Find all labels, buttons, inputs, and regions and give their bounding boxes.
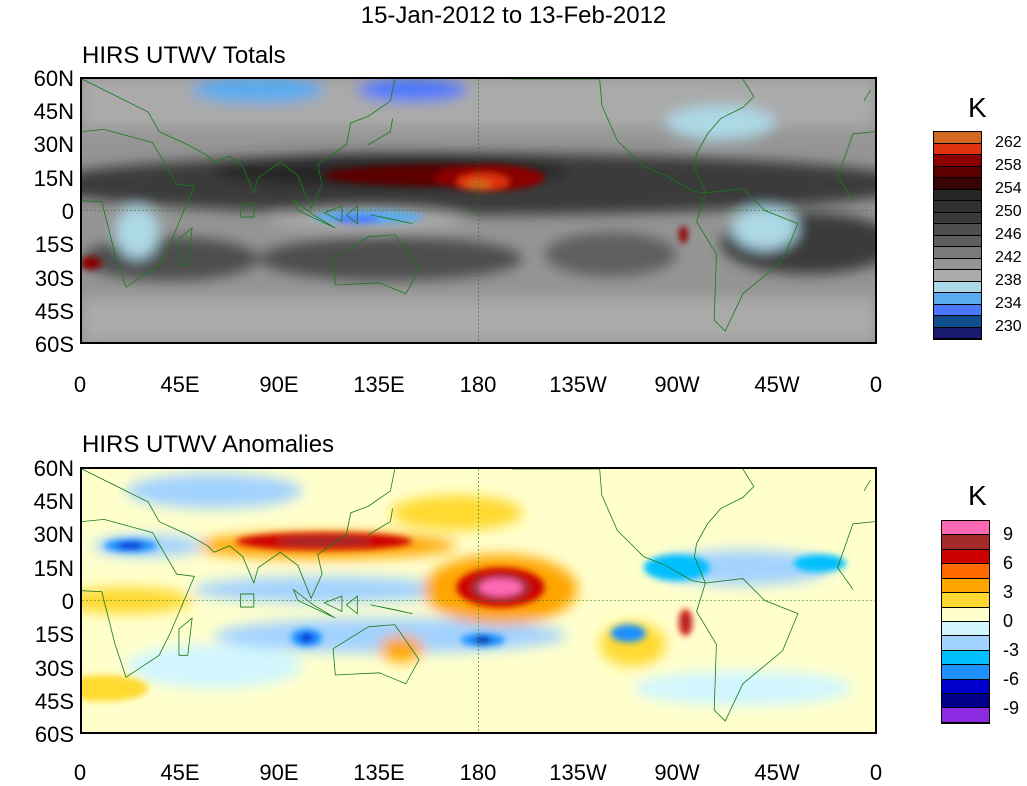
lat-tick: 30S <box>34 266 74 291</box>
colorbar-box <box>934 212 981 224</box>
colorbar-box <box>934 247 981 259</box>
lat-tick: 15S <box>34 232 74 257</box>
lat-tick: 45S <box>34 689 74 714</box>
colorbar-box <box>934 166 981 178</box>
lat-tick: 45N <box>33 489 74 514</box>
lon-tick: 0 <box>869 760 883 785</box>
anomalies-colorbar <box>941 520 990 724</box>
colorbar-box <box>942 535 989 550</box>
colorbar-label: 6 <box>1003 553 1014 574</box>
totals-colorbar <box>933 131 982 340</box>
colorbar-box <box>934 258 981 270</box>
lon-tick: 135E <box>353 760 405 785</box>
colorbar-box <box>942 708 989 723</box>
lon-tick: 90E <box>259 760 299 785</box>
colorbar-box <box>942 694 989 709</box>
lat-tick: 60S <box>34 332 74 357</box>
colorbar-box <box>934 132 981 144</box>
lat-tick: 30N <box>33 132 74 157</box>
colorbar-box <box>942 549 989 565</box>
lon-tick: 135W <box>549 760 607 785</box>
colorbar-box <box>934 201 981 213</box>
colorbar-box <box>942 621 989 637</box>
colorbar-box <box>942 636 989 651</box>
anomalies-map <box>80 467 877 734</box>
colorbar-box <box>942 578 989 594</box>
lat-tick: 15S <box>34 622 74 647</box>
colorbar-box <box>934 143 981 155</box>
colorbar-label: 262 <box>995 133 1022 151</box>
colorbar-box <box>934 224 981 236</box>
colorbar-box <box>942 650 989 666</box>
colorbar-label: 9 <box>1003 524 1014 545</box>
totals-unit-label: K <box>968 92 987 123</box>
colorbar-box <box>934 281 981 293</box>
lat-tick: 60N <box>33 66 74 91</box>
lat-tick: 30N <box>33 522 74 547</box>
lon-tick: 180 <box>459 372 497 397</box>
lat-tick: 60S <box>34 722 74 747</box>
lon-tick: 0 <box>73 760 87 785</box>
colorbar-box <box>934 270 981 282</box>
colorbar-label: 246 <box>995 225 1022 243</box>
lon-tick: 90W <box>654 372 700 397</box>
lon-tick: 45E <box>160 372 200 397</box>
colorbar-box <box>934 293 981 305</box>
colorbar-label: -6 <box>1003 668 1020 689</box>
colorbar-box <box>934 304 981 316</box>
lat-tick: 15N <box>33 166 74 191</box>
colorbar-label: 254 <box>995 179 1022 197</box>
lat-tick: 60N <box>33 456 74 481</box>
figure-title: 15-Jan-2012 to 13-Feb-2012 <box>360 2 667 29</box>
anomalies-panel-title: HIRS UTWV Anomalies <box>82 431 335 458</box>
lon-tick: 135E <box>353 372 405 397</box>
lat-tick: 30S <box>34 656 74 681</box>
colorbar-box <box>934 327 981 339</box>
colorbar-box <box>934 155 981 167</box>
lat-tick: 15N <box>33 556 74 581</box>
colorbar-box <box>934 189 981 201</box>
colorbar-label: 0 <box>1003 611 1014 631</box>
totals-panel-title: HIRS UTWV Totals <box>82 42 286 69</box>
colorbar-label: 238 <box>995 271 1022 289</box>
colorbar-box <box>934 178 981 190</box>
lon-tick: 45E <box>160 760 200 785</box>
lon-tick: 90W <box>654 760 700 785</box>
colorbar-label: 258 <box>995 156 1022 174</box>
anomalies-unit-label: K <box>968 480 987 511</box>
colorbar-box <box>934 316 981 328</box>
lat-tick: 0 <box>61 589 74 614</box>
coastlines <box>82 469 875 721</box>
colorbar-box <box>942 607 989 622</box>
lat-tick: 45S <box>34 299 74 324</box>
colorbar-box <box>942 521 989 536</box>
colorbar-label: 242 <box>995 248 1022 266</box>
colorbar-box <box>942 593 989 608</box>
colorbar-label: -9 <box>1003 697 1020 718</box>
colorbar-label: 250 <box>995 202 1022 220</box>
coastlines <box>82 79 875 331</box>
colorbar-label: -3 <box>1003 639 1020 660</box>
colorbar-label: 234 <box>995 294 1022 312</box>
colorbar-label: 3 <box>1003 582 1014 603</box>
colorbar-box <box>934 235 981 247</box>
lon-tick: 0 <box>869 372 883 397</box>
lon-tick: 45W <box>754 760 800 785</box>
lon-tick: 180 <box>459 760 497 785</box>
lon-tick: 0 <box>73 372 87 397</box>
lat-tick: 0 <box>61 199 74 224</box>
colorbar-box <box>942 665 989 680</box>
colorbar-box <box>942 564 989 579</box>
lat-tick: 45N <box>33 99 74 124</box>
lon-tick: 90E <box>259 372 299 397</box>
colorbar-box <box>942 679 989 695</box>
totals-map <box>80 77 877 344</box>
lon-tick: 45W <box>754 372 800 397</box>
lon-tick: 135W <box>549 372 607 397</box>
colorbar-label: 230 <box>995 317 1022 335</box>
